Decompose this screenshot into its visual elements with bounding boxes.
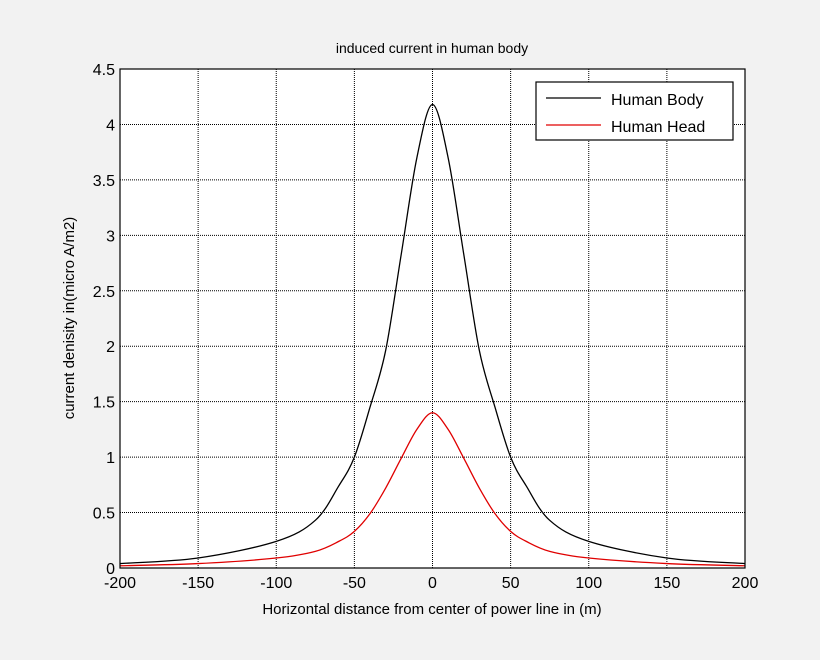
series-lines — [119, 103, 746, 567]
x-tick-labels: -200 -150 -100 -50 0 50 100 150 200 — [104, 575, 758, 592]
y-tick-label: 2 — [106, 339, 115, 356]
x-tick-label: 0 — [428, 575, 437, 592]
legend-box — [535, 81, 734, 141]
y-tick-label: 4 — [106, 117, 115, 134]
x-tick-label: -200 — [104, 575, 136, 592]
y-tick-label: 1 — [106, 450, 115, 467]
x-tick-label: -100 — [260, 575, 292, 592]
x-tick-label: -50 — [343, 575, 366, 592]
y-tick-label: 3.5 — [93, 173, 115, 190]
y-tick-label: 1.5 — [93, 395, 115, 412]
chart-title: induced current in human body — [336, 40, 528, 56]
y-tick-label: 3 — [106, 228, 115, 245]
x-tick-label: 150 — [654, 575, 681, 592]
y-axis-label: current denisity in(micro A/m2) — [61, 217, 78, 420]
x-tick-label: -150 — [182, 575, 214, 592]
x-tick-label: 200 — [732, 575, 759, 592]
y-tick-label: 4.5 — [93, 62, 115, 79]
y-tick-labels: 0 0.5 1 1.5 2 2.5 3 3.5 4 4.5 — [93, 62, 115, 578]
legend: Human Body Human Head — [535, 81, 734, 141]
series-line-human-body — [119, 103, 746, 565]
y-tick-label: 0 — [106, 561, 115, 578]
x-tick-label: 100 — [575, 575, 602, 592]
legend-label-human-head: Human Head — [611, 119, 705, 136]
y-tick-label: 2.5 — [93, 284, 115, 301]
y-tick-label: 0.5 — [93, 506, 115, 523]
series-line-human-head — [119, 412, 746, 567]
x-axis-label: Horizontal distance from center of power… — [262, 601, 601, 618]
legend-label-human-body: Human Body — [611, 92, 704, 109]
x-tick-label: 50 — [502, 575, 520, 592]
plot-area — [120, 69, 745, 568]
plot-frame — [119, 68, 746, 569]
